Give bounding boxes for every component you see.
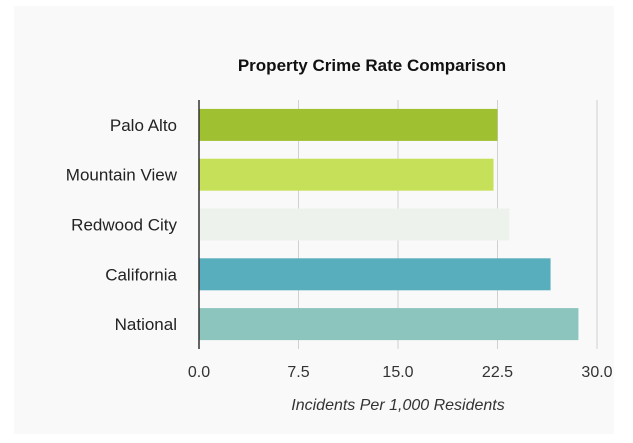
- bar-redwood-city[interactable]: [199, 209, 509, 241]
- bar-national[interactable]: [199, 308, 578, 340]
- bar-palo-alto[interactable]: [199, 109, 498, 141]
- chart-title: Property Crime Rate Comparison: [238, 56, 506, 75]
- x-tick-labels: 0.0 7.5 15.0 22.5 30.0: [188, 364, 613, 381]
- category-labels: Palo Alto Mountain View Redwood City Califo…: [66, 116, 178, 334]
- x-tick-label: 22.5: [482, 364, 513, 381]
- category-label: Palo Alto: [110, 116, 177, 135]
- category-label: National: [115, 315, 177, 334]
- x-tick-label: 15.0: [382, 364, 413, 381]
- bar-california[interactable]: [199, 258, 551, 290]
- bars: [199, 109, 578, 340]
- x-tick-label: 7.5: [287, 364, 309, 381]
- category-label: Mountain View: [66, 166, 178, 185]
- x-axis-title: Incidents Per 1,000 Residents: [291, 397, 504, 414]
- bar-mountain-view[interactable]: [199, 159, 494, 191]
- x-tick-label: 30.0: [581, 364, 612, 381]
- category-label: Redwood City: [71, 216, 177, 235]
- category-label: California: [105, 265, 177, 284]
- x-tick-label: 0.0: [188, 364, 210, 381]
